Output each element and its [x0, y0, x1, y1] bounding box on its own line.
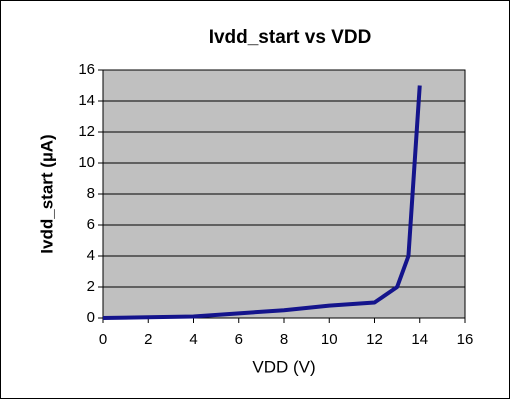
y-tick-label: 2: [87, 278, 95, 295]
x-tick-label: 6: [235, 331, 243, 348]
y-tick-label: 4: [87, 247, 95, 264]
y-axis-label: Ivdd_start (µA): [37, 134, 56, 253]
x-tick-label: 0: [99, 331, 107, 348]
x-axis-label: VDD (V): [252, 357, 315, 376]
x-tick-label: 12: [366, 331, 383, 348]
y-tick-label: 0: [87, 309, 95, 326]
y-tick-label: 16: [78, 61, 95, 78]
y-tick-label: 6: [87, 216, 95, 233]
data-line: [102, 85, 422, 320]
y-tick-label: 12: [78, 123, 95, 140]
x-tick-label: 8: [280, 331, 288, 348]
x-tick-label: 4: [189, 331, 197, 348]
x-tick-label: 14: [411, 331, 428, 348]
y-tick-label: 14: [78, 92, 95, 109]
y-tick-label: 10: [78, 154, 95, 171]
x-tick-label: 2: [144, 331, 152, 348]
x-tick-label: 10: [321, 331, 338, 348]
x-tick-label: 16: [457, 331, 474, 348]
y-tick-label: 8: [87, 185, 95, 202]
chart-title: Ivdd_start vs VDD: [209, 27, 372, 48]
